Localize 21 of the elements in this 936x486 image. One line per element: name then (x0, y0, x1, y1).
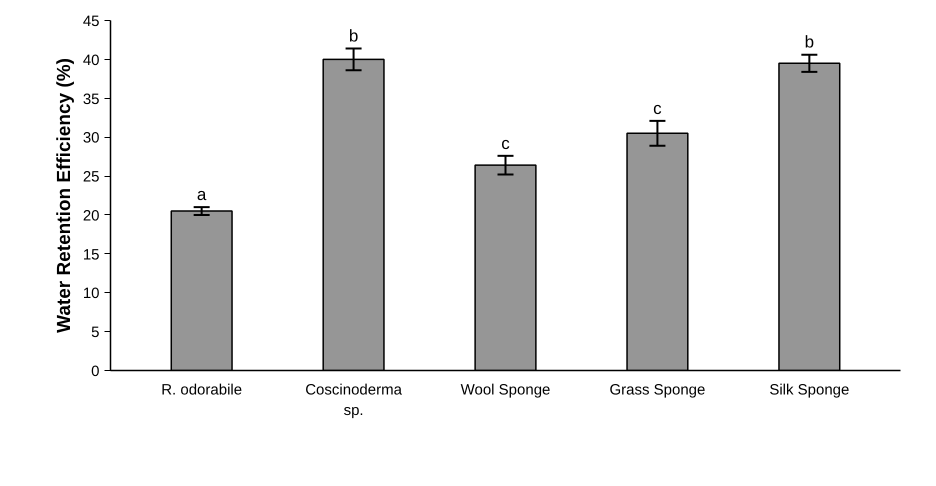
annotation: a (196, 185, 207, 204)
x-tick-label: Wool Sponge (460, 382, 550, 398)
y-tick-label: 40 (82, 52, 100, 69)
y-tick-label: 5 (91, 324, 100, 342)
annotation: b (804, 32, 814, 52)
annotation: c (501, 134, 510, 153)
y-tick-label: 0 (91, 363, 100, 380)
annotation: c (653, 98, 662, 118)
y-tick-label: 10 (82, 285, 100, 302)
x-tick-label: Grass Sponge (609, 382, 706, 398)
x-tick-label: Silk Sponge (769, 382, 850, 398)
y-tick-label: 25 (82, 168, 100, 186)
y-tick-label: 20 (82, 207, 100, 224)
y-tick-label: 35 (82, 90, 100, 108)
y-tick-label: 45 (82, 13, 100, 30)
y-axis-title: Water Retention Efficiency (%) (54, 58, 75, 333)
y-tick-label: 15 (82, 246, 100, 264)
y-tick-label: 30 (82, 130, 100, 147)
x-tick-label: Coscinoderma sp. (305, 382, 403, 419)
annotation: b (348, 26, 358, 46)
x-tick-label: R. odorabile (161, 382, 242, 398)
